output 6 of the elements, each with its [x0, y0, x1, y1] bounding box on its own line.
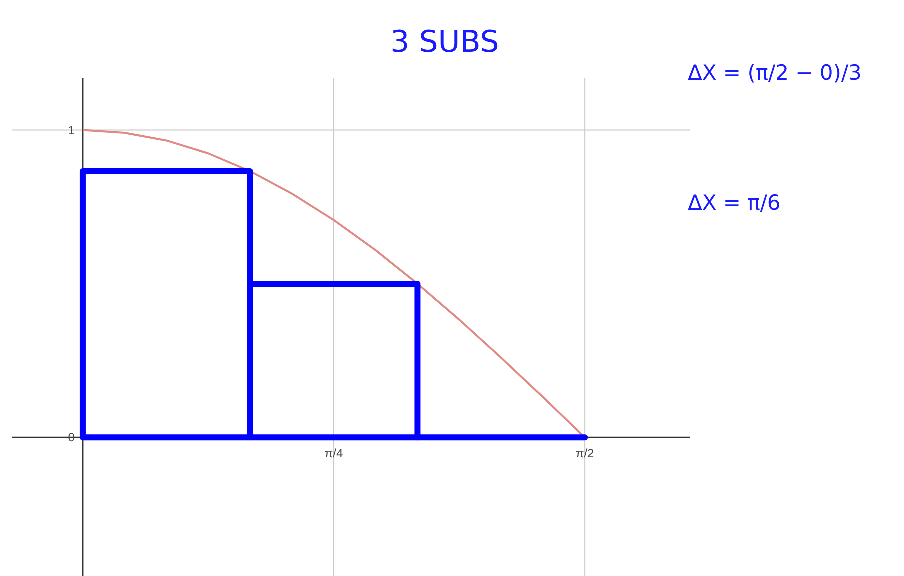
annotation: ΔX = π/6 [688, 191, 781, 215]
y-tick-label: 1 [68, 123, 76, 138]
chart-title: 3 SUBS [390, 25, 500, 60]
annotation: ΔX = (π/2 − 0)/3 [688, 61, 862, 85]
x-tick-label: π/2 [576, 446, 595, 461]
x-tick-label: π/4 [324, 446, 344, 461]
